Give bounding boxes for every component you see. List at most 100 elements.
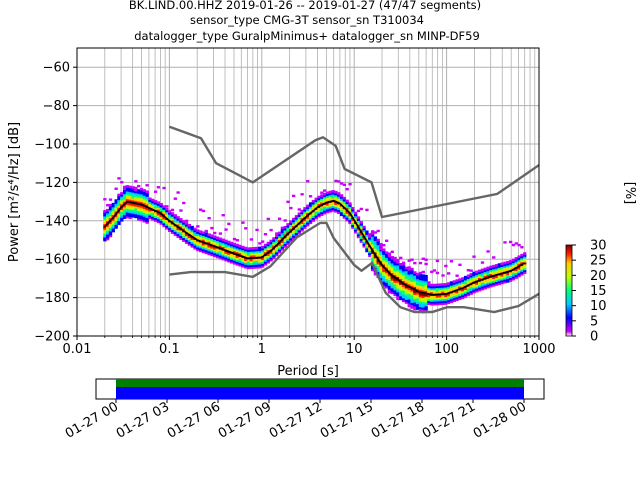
heat-cell [356, 235, 361, 239]
heat-cell [106, 228, 110, 231]
heat-cell [455, 292, 459, 296]
heat-cell [246, 251, 251, 254]
heat-cell [492, 276, 496, 279]
heat-cell [151, 202, 155, 206]
heat-cell [376, 269, 380, 273]
heat-cell [373, 244, 378, 247]
heat-cell [449, 292, 454, 296]
heat-cell [401, 293, 406, 297]
heat-cell [345, 216, 349, 220]
heat-cell [292, 233, 296, 236]
heat-cell [137, 212, 141, 215]
heat-cell [463, 287, 468, 291]
heat-cell [328, 190, 332, 194]
heat-cell [348, 217, 352, 221]
heat-cell [418, 285, 423, 288]
heat-cell [199, 232, 203, 235]
heat-cell [401, 299, 406, 303]
heat-cell [269, 239, 273, 243]
heat-cell [416, 303, 420, 307]
heat-cell-outlier [266, 217, 270, 221]
heat-cell [441, 300, 445, 304]
heat-cell [373, 238, 378, 241]
heat-cell [170, 227, 175, 231]
heat-cell [111, 225, 115, 229]
heat-cell [421, 281, 425, 285]
heat-cell [156, 216, 161, 220]
heat-cell [249, 249, 254, 252]
heat-cell [303, 207, 307, 210]
heat-cell [325, 195, 330, 198]
heat-cell [125, 185, 130, 188]
heat-cell [359, 238, 363, 241]
heat-cell [292, 231, 296, 234]
heat-cell [134, 198, 138, 201]
heat-cell [238, 256, 242, 259]
heat-cell [168, 221, 172, 225]
heat-cell [362, 229, 366, 233]
heat-cell [261, 261, 265, 264]
heat-cell [359, 226, 363, 230]
heat-cell [483, 286, 487, 290]
heat-cell [179, 218, 183, 221]
heat-cell [337, 207, 341, 211]
heat-cell [325, 210, 330, 214]
heat-cell [275, 249, 279, 253]
heat-cell [337, 199, 341, 203]
heat-cell [373, 249, 378, 253]
heat-cell [156, 218, 161, 222]
heat-cell [114, 226, 118, 229]
heat-cell [283, 231, 287, 235]
heat-cell [503, 280, 507, 284]
heat-cell [424, 278, 428, 282]
heat-cell [356, 222, 361, 225]
heat-cell [348, 208, 352, 211]
heat-cell [461, 277, 465, 280]
heat-cell [230, 241, 234, 245]
heat-cell [328, 204, 332, 207]
heat-cell [399, 282, 403, 285]
heat-cell [266, 241, 270, 245]
heat-cell [404, 274, 409, 277]
heat-cell [252, 260, 256, 264]
heat-cell [517, 270, 521, 274]
heat-cell [390, 285, 394, 289]
heat-cell [407, 295, 411, 298]
heat-cell [235, 249, 239, 253]
heat-cell [396, 291, 400, 295]
heat-cell-outlier [173, 197, 177, 200]
heat-cell [427, 288, 431, 292]
heat-cell [139, 210, 144, 214]
heat-cell [120, 201, 124, 205]
heat-cell [407, 283, 411, 287]
heat-cell [323, 211, 327, 215]
heat-cell [165, 209, 169, 213]
x-tick-label: 100 [434, 342, 459, 357]
heat-cell [269, 255, 273, 258]
heat-cell [269, 251, 273, 254]
heat-cell [339, 209, 344, 213]
heat-cell [261, 257, 265, 261]
heat-cell [413, 273, 417, 276]
heat-cell-outlier [120, 181, 124, 184]
heat-cell [134, 186, 138, 190]
heat-cell [444, 284, 448, 288]
heat-cell [365, 236, 369, 239]
heat-cell [258, 261, 262, 265]
heat-cell [218, 254, 223, 258]
heat-cell-outlier [103, 198, 107, 201]
heat-cell [314, 197, 318, 201]
heat-cell [354, 227, 358, 230]
heat-cell [421, 276, 425, 279]
heat-cell [486, 274, 490, 277]
heat-cell [455, 296, 459, 300]
heat-cell [320, 209, 324, 213]
heat-cell [145, 209, 149, 213]
heat-cell [103, 219, 107, 223]
heat-cell [184, 235, 189, 239]
heat-cell [292, 221, 296, 225]
heat-cell [128, 199, 132, 202]
y-axis-label: Power [m²/s⁴/Hz] [dB] [7, 122, 22, 262]
heat-cell [418, 294, 423, 298]
heat-cell [385, 264, 389, 268]
